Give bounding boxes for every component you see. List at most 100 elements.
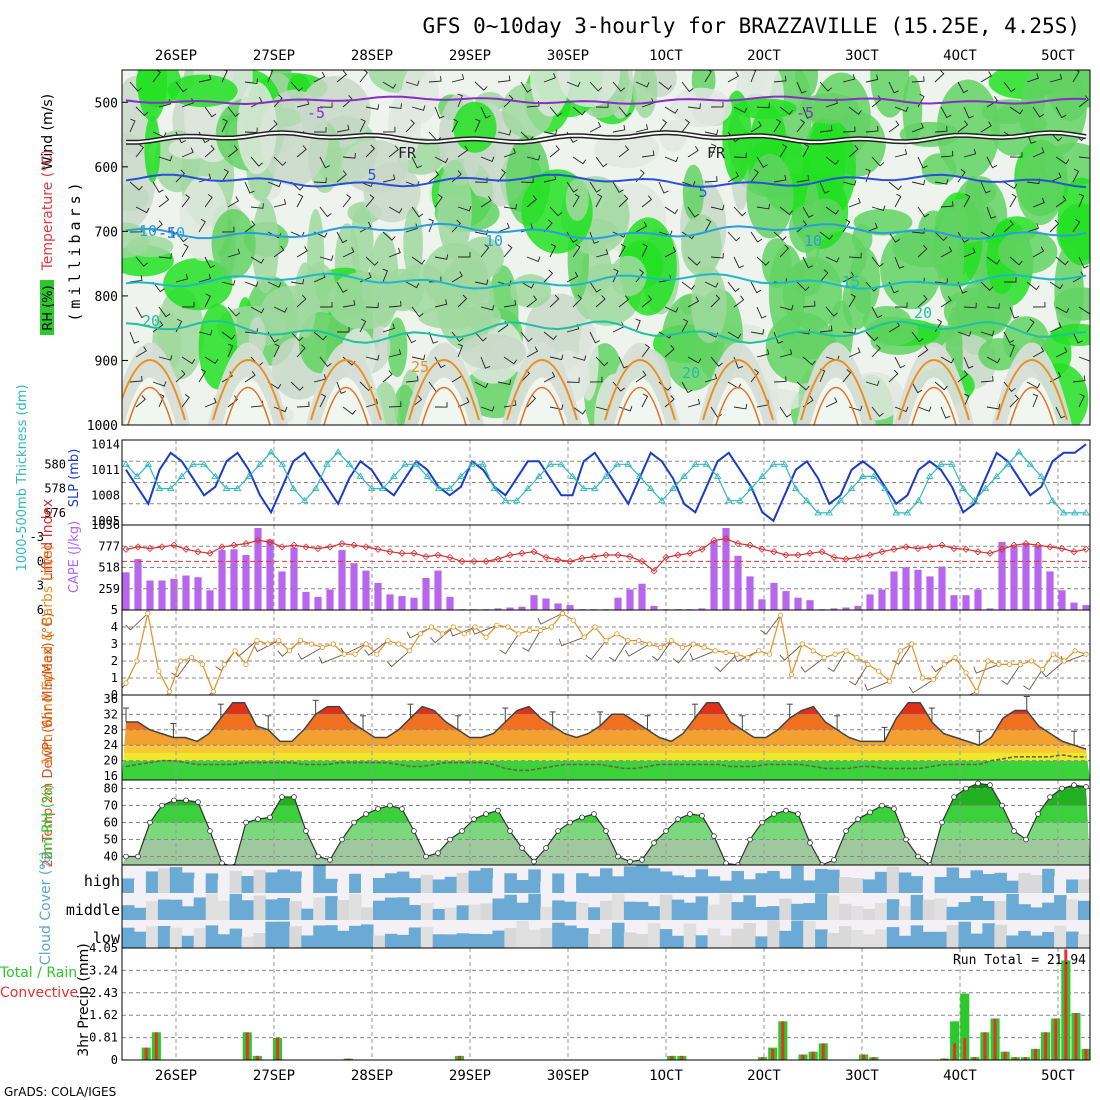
- surface-wind-barb: [779, 643, 803, 661]
- upper-wind-barb: [934, 231, 948, 242]
- li-marker: [926, 543, 934, 551]
- upper-wind-barb: [1032, 393, 1039, 408]
- cloud-cell: [349, 925, 362, 948]
- rh-contour-blob: [746, 153, 794, 239]
- isotherm-line: [125, 222, 1087, 240]
- upper-wind-barb: [359, 221, 372, 233]
- thickness-marker: [669, 484, 677, 492]
- upper-wind-barb: [1003, 381, 1016, 393]
- upper-wind-barb: [457, 93, 463, 108]
- upper-wind-barb: [779, 206, 793, 216]
- cape-bar: [926, 576, 934, 610]
- upper-wind-barb: [388, 103, 402, 109]
- upper-wind-barb: [198, 273, 212, 283]
- surface-wind-barb: [125, 613, 149, 631]
- precip-convective-bar: [245, 1032, 249, 1060]
- rh-contour-blob: [682, 164, 705, 221]
- cape-bar: [806, 600, 814, 610]
- cape-bar: [230, 549, 238, 610]
- isotherm-label: -5: [158, 224, 176, 242]
- surface-wind-barb: [892, 643, 912, 665]
- cloud-cell: [934, 931, 948, 948]
- upper-wind-barb: [825, 397, 838, 408]
- upper-wind-barb: [917, 345, 929, 358]
- top-date-label: 28SEP: [351, 48, 393, 64]
- cloud-cell: [122, 927, 135, 948]
- upper-wind-barb: [543, 371, 556, 383]
- upper-wind-barb: [319, 156, 331, 169]
- upper-wind-barb: [779, 143, 788, 158]
- rh-marker: [483, 811, 489, 817]
- cloud-cell: [851, 878, 864, 893]
- li-marker: [494, 555, 502, 563]
- rh-marker: [723, 860, 729, 865]
- rh-marker: [207, 828, 213, 834]
- upper-wind-barb: [428, 170, 440, 183]
- isotherm-label: 20: [142, 312, 160, 330]
- rh-contour-blob: [403, 206, 423, 281]
- wind-speed-marker: [592, 624, 598, 630]
- upper-wind-barb: [129, 181, 143, 191]
- li-marker: [386, 548, 394, 556]
- upper-wind-barb: [181, 394, 190, 408]
- cloud-cell: [265, 899, 278, 920]
- cloud-cell: [229, 893, 243, 920]
- li-marker: [194, 548, 202, 556]
- cloud-cell: [456, 905, 470, 920]
- upper-wind-barb: [980, 71, 992, 83]
- cloud-cell: [289, 901, 302, 920]
- upper-wind-barb: [152, 381, 167, 387]
- upper-wind-barb: [480, 106, 491, 119]
- surface-wind-barb: [522, 630, 541, 652]
- upper-wind-barb: [204, 293, 211, 308]
- upper-wind-barb: [526, 346, 539, 358]
- surface-wind-barb: [651, 640, 672, 662]
- upper-wind-barb: [1032, 246, 1045, 258]
- cape-bar: [290, 547, 298, 610]
- upper-wind-barb: [664, 206, 679, 215]
- slp-line: [125, 443, 1087, 523]
- cape-bar: [914, 569, 922, 610]
- upper-wind-barb: [244, 181, 255, 194]
- upper-wind-barb: [526, 394, 537, 408]
- rh-dry-core: [810, 377, 862, 425]
- top-date-label: 29SEP: [449, 48, 491, 64]
- wind-speed-marker: [963, 670, 969, 676]
- rh-marker: [975, 780, 981, 787]
- cloud-cell: [217, 879, 231, 893]
- upper-wind-barb: [733, 106, 748, 114]
- wind-speed-marker: [996, 661, 1002, 668]
- li-marker: [122, 545, 130, 553]
- upper-wind-barb: [1009, 394, 1020, 408]
- rh-marker: [327, 857, 333, 863]
- upper-wind-barb: [1003, 220, 1014, 233]
- precip-convective-bar: [963, 1037, 967, 1060]
- upper-wind-barb: [773, 118, 782, 133]
- li-marker: [434, 551, 442, 559]
- precip-convective-bar: [255, 1055, 259, 1060]
- li-marker: [842, 555, 850, 563]
- upper-wind-barb: [888, 369, 899, 383]
- cloud-cell: [576, 902, 589, 920]
- wind-speed-marker: [232, 648, 238, 654]
- cloud-cell: [504, 873, 517, 893]
- upper-wind-barb: [221, 168, 229, 183]
- wind-speed-marker: [1083, 651, 1089, 657]
- surface-wind-barb: [1023, 669, 1043, 691]
- upper-wind-barb: [589, 81, 603, 92]
- upper-wind-barb: [428, 218, 434, 233]
- isotherm-line: [125, 173, 1087, 189]
- upper-wind-barb: [227, 343, 234, 358]
- cloud-cell: [862, 908, 876, 920]
- upper-wind-barb: [589, 376, 603, 383]
- li-marker: [746, 541, 754, 549]
- cape-bar: [734, 555, 742, 610]
- cloud-cell: [851, 930, 864, 948]
- cape-bar: [194, 577, 202, 610]
- cloud-cell: [635, 934, 649, 948]
- cape-bar: [1010, 546, 1018, 610]
- thickness-marker: [1015, 448, 1023, 455]
- upper-wind-barb: [572, 294, 583, 308]
- cloud-cell: [134, 931, 147, 948]
- rh-marker: [351, 819, 357, 826]
